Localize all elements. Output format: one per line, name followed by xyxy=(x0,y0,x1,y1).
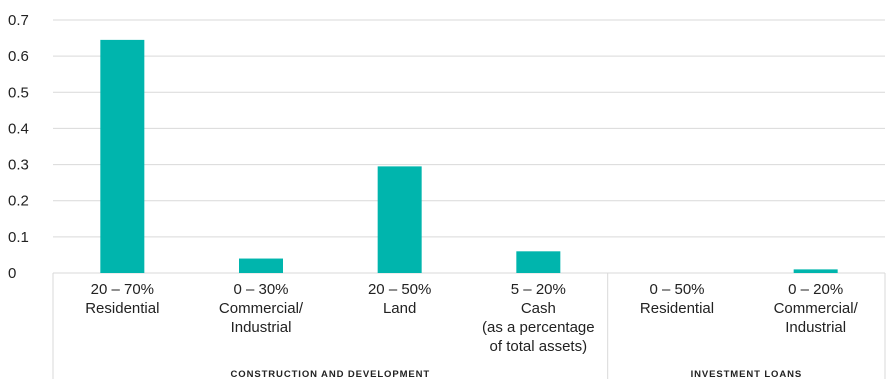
y-tick-label: 0.1 xyxy=(8,229,29,246)
bar xyxy=(516,251,561,273)
x-category-label-line: Commercial/ xyxy=(219,300,304,317)
x-category-label-line: 0 – 50% xyxy=(649,281,704,298)
bar xyxy=(239,258,283,273)
x-category-label-line: Residential xyxy=(640,300,714,317)
x-category-label-line: Commercial/ xyxy=(774,300,859,317)
x-category-label-line: Residential xyxy=(85,300,159,317)
bar xyxy=(377,166,422,273)
bar xyxy=(100,39,145,273)
group-label: INVESTMENT LOANS xyxy=(691,369,803,379)
group-label: CONSTRUCTION AND DEVELOPMENT xyxy=(231,369,431,379)
x-category-label: 0 – 50% Residential xyxy=(640,281,714,317)
x-category-label-line: Land xyxy=(383,300,416,317)
y-tick-label: 0.7 xyxy=(8,12,29,29)
y-tick-label: 0.6 xyxy=(8,48,29,65)
group-labels: CONSTRUCTION AND DEVELOPMENT INVESTMENT L… xyxy=(231,369,803,379)
x-category-label: 0 – 20% Commercial/Industrial xyxy=(774,281,859,336)
y-axis-ticks: 0 0.1 0.2 0.3 0.4 0.5 0.6 0.7 xyxy=(8,12,29,282)
x-category-label-line: Industrial xyxy=(785,319,846,336)
x-category-label-line: 0 – 30% xyxy=(233,281,288,298)
x-category-label-line: 20 – 50% xyxy=(368,281,431,298)
x-category-label: 0 – 30% Commercial/Industrial xyxy=(219,281,304,336)
y-tick-label: 0.5 xyxy=(8,84,29,101)
y-tick-label: 0 xyxy=(8,265,16,282)
x-category-label-line: Industrial xyxy=(231,319,292,336)
x-category-label: 20 – 70% Residential xyxy=(85,281,159,317)
bar xyxy=(793,269,838,273)
category-labels: 20 – 70% Residential 0 – 30% Commercial/Ind… xyxy=(85,281,858,355)
x-category-label-line: Cash xyxy=(521,300,556,317)
x-category-label: 5 – 20% Cash (as a percentage of total asse… xyxy=(482,281,595,355)
x-category-label-line: 5 – 20% xyxy=(511,281,566,298)
x-category-label-line: (as a percentage xyxy=(482,319,595,336)
y-tick-label: 0.3 xyxy=(8,157,29,174)
x-category-label: 20 – 50% Land xyxy=(368,281,431,317)
y-tick-label: 0.4 xyxy=(8,120,29,137)
gridlines xyxy=(52,19,886,379)
x-category-label-line: 0 – 20% xyxy=(788,281,843,298)
y-tick-label: 0.2 xyxy=(8,193,29,210)
bars xyxy=(100,39,838,273)
x-category-label-line: of total assets) xyxy=(490,338,588,355)
x-category-label-line: 20 – 70% xyxy=(91,281,154,298)
